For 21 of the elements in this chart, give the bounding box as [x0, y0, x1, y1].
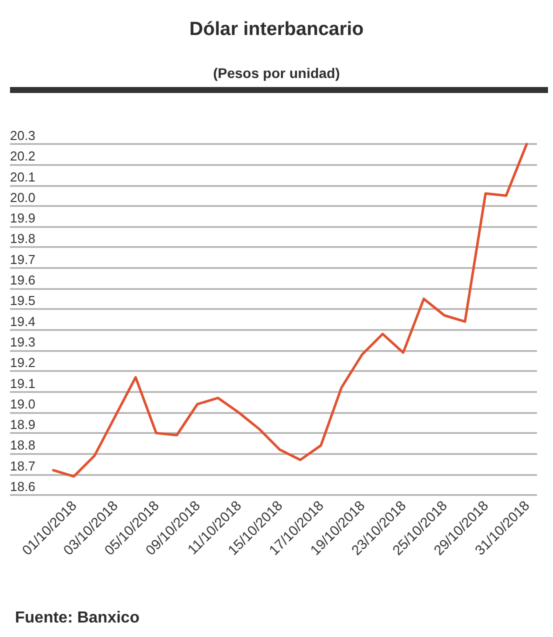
y-tick-label: 20.2: [10, 148, 36, 164]
y-tick-label: 19.7: [10, 252, 36, 267]
y-tick-label: 19.6: [10, 272, 36, 288]
y-tick-label: 19.5: [10, 293, 36, 308]
y-tick-label: 19.4: [10, 314, 36, 329]
y-tick-label: 20.3: [10, 128, 36, 143]
y-tick-label: 20.0: [10, 190, 36, 205]
source-note: Fuente: Banxico: [15, 610, 140, 626]
y-tick-label: 20.1: [10, 169, 36, 184]
y-tick-label: 18.6: [10, 479, 36, 494]
chart-subtitle: (Pesos por unidad): [213, 65, 340, 81]
y-tick-label: 19.9: [10, 210, 36, 226]
y-tick-label: 19.1: [10, 376, 36, 391]
y-tick-label: 18.9: [10, 417, 36, 432]
y-tick-label: 19.2: [10, 355, 36, 370]
y-tick-label: 19.8: [10, 231, 36, 246]
y-tick-label: 18.8: [10, 438, 36, 453]
y-tick-label: 19.0: [10, 396, 36, 412]
y-tick-label: 18.7: [10, 458, 36, 474]
y-tick-label: 19.3: [10, 334, 36, 350]
chart-title: Dólar interbancario: [189, 19, 364, 40]
